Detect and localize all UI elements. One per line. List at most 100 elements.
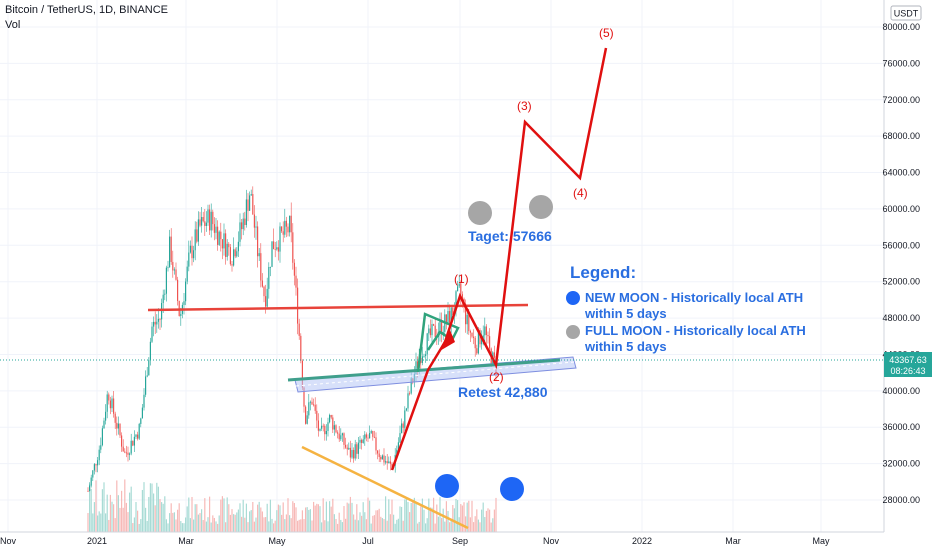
candle-body — [417, 361, 419, 368]
volume-bar — [90, 488, 92, 532]
volume-bar — [369, 500, 371, 532]
candle-body — [405, 408, 407, 411]
volume-bar — [298, 519, 300, 532]
candle-body — [145, 376, 147, 395]
volume-bar — [381, 518, 383, 532]
volume-bar — [407, 501, 409, 532]
volume-bar — [465, 516, 467, 532]
volume-bar — [245, 503, 247, 532]
candle-body — [153, 321, 155, 327]
legend-full-moon-line1: FULL MOON - Historically local ATH — [585, 323, 806, 338]
candle-body — [346, 447, 348, 450]
candle-body — [471, 332, 473, 337]
candle-body — [389, 461, 391, 464]
time-tick-label: 2022 — [632, 536, 652, 546]
candle-body — [362, 439, 364, 443]
candle-body — [439, 320, 441, 332]
candle-body — [186, 266, 188, 282]
candle-body — [293, 262, 295, 276]
volume-bar — [181, 523, 183, 532]
candle-body — [410, 378, 412, 394]
volume-bar — [161, 502, 163, 532]
volume-bar — [236, 512, 238, 532]
volume-bar — [473, 522, 475, 532]
support-channel-dash — [295, 361, 575, 387]
candle-body — [327, 422, 329, 431]
volume-bar — [261, 511, 263, 532]
candle-body — [465, 303, 467, 325]
candle-body — [455, 291, 457, 312]
volume-bar — [457, 500, 459, 532]
time-tick-label: May — [268, 536, 286, 546]
candle-body — [372, 431, 374, 437]
candle-body — [324, 425, 326, 435]
candle-body — [385, 461, 387, 463]
volume-bar — [396, 519, 398, 532]
volume-bar — [194, 504, 196, 532]
volume-bar — [153, 493, 155, 532]
candle-body — [217, 226, 219, 245]
volume-bar — [135, 502, 137, 532]
new-moon-marker — [435, 474, 459, 498]
volume-bar — [164, 496, 166, 532]
candle-body — [383, 455, 385, 463]
candle-body — [116, 422, 118, 429]
volume-bar — [169, 513, 171, 532]
volume-bar — [199, 513, 201, 532]
volume-bar — [433, 497, 435, 532]
volume-bar — [330, 506, 332, 532]
candle-body — [215, 226, 217, 233]
volume-bar — [428, 498, 430, 532]
candle-body — [127, 452, 129, 455]
candle-body — [170, 236, 172, 262]
volume-bar — [417, 523, 419, 532]
volume-bar — [455, 498, 457, 532]
volume-bar — [410, 502, 412, 532]
volume-bar — [145, 507, 147, 532]
volume-bar — [490, 522, 492, 532]
volume-bar — [276, 510, 278, 532]
candle-body — [175, 269, 177, 280]
candle-body — [239, 222, 241, 242]
volume-bar — [293, 502, 295, 532]
volume-bar — [132, 523, 134, 532]
candle-body — [162, 294, 164, 304]
candle-body — [119, 423, 121, 436]
legend-title: Legend: — [570, 263, 636, 282]
volume-bar — [492, 518, 494, 532]
volume-bar — [119, 507, 121, 532]
price-tick-label: 28000.00 — [882, 495, 920, 505]
triangle-pattern — [416, 312, 460, 373]
volume-bar — [217, 523, 219, 532]
candle-body — [402, 423, 404, 428]
volume-bar — [229, 514, 231, 532]
candle-body — [426, 333, 428, 355]
volume-bar — [249, 511, 251, 532]
volume-bar — [109, 494, 111, 532]
candle-body — [205, 222, 207, 226]
candle-body — [213, 224, 215, 233]
volume-bar — [391, 499, 393, 532]
time-scale: Nov 2021 Mar May Jul Sep Nov 2022 Mar May — [0, 531, 932, 550]
volume-bar — [277, 504, 279, 532]
volume-bar — [191, 496, 193, 532]
volume-bar — [314, 505, 316, 532]
time-tick-labels: Nov 2021 Mar May Jul Sep Nov 2022 Mar May — [0, 536, 830, 546]
volume-bar — [178, 503, 180, 532]
candle-body — [434, 325, 436, 337]
volume-bar — [297, 520, 299, 532]
volume-bar — [305, 507, 307, 532]
candle-body — [148, 360, 150, 376]
candle-body — [340, 435, 342, 440]
volume-bar — [285, 514, 287, 532]
candle-body — [161, 303, 163, 320]
candle-body — [146, 375, 148, 377]
support-line — [287, 358, 561, 382]
candle-body — [484, 326, 486, 336]
time-tick-label: Mar — [178, 536, 194, 546]
price-tick-label: 32000.00 — [882, 459, 920, 469]
candle-body — [132, 440, 134, 446]
volume-bar — [173, 512, 175, 532]
volume-bar — [125, 502, 127, 532]
